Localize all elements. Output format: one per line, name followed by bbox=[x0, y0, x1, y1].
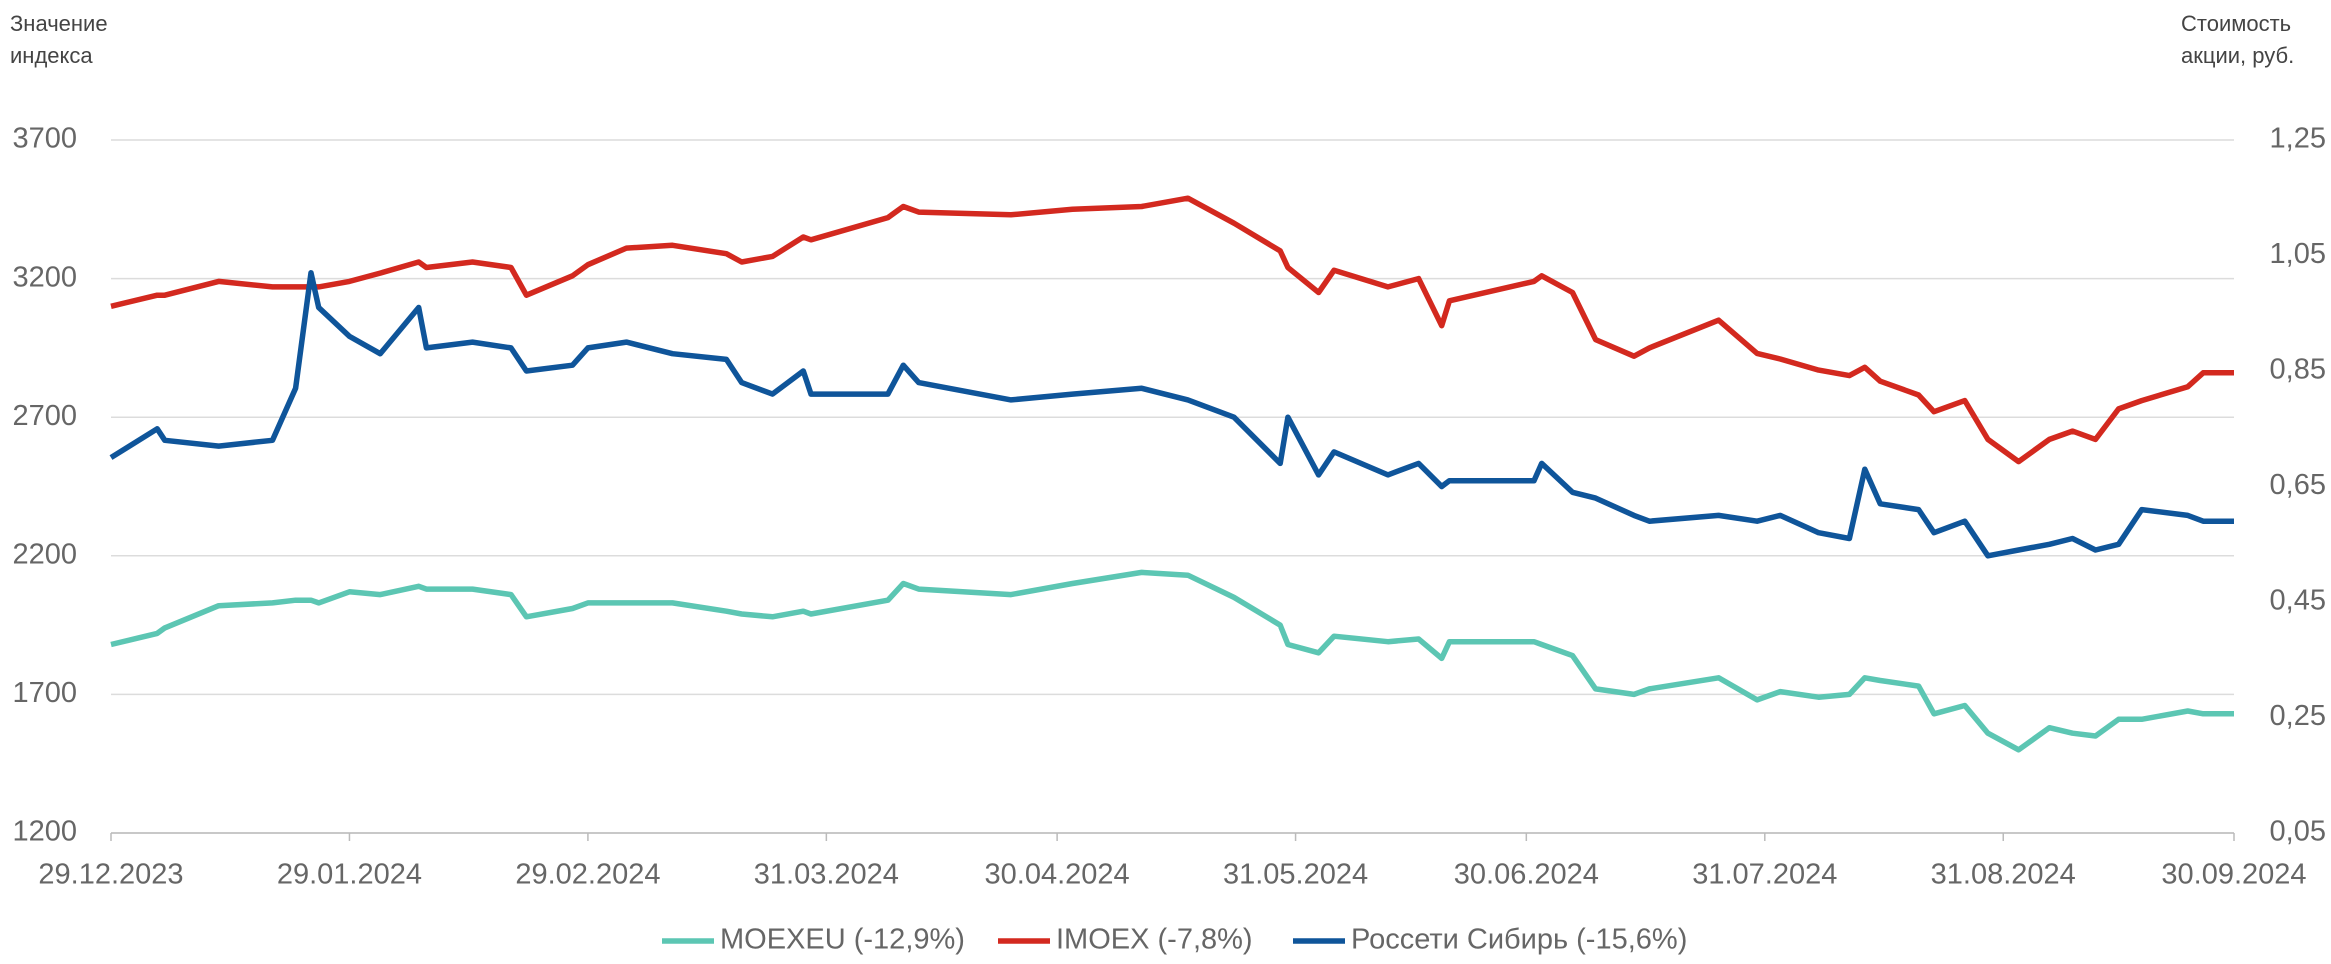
series-line bbox=[109, 270, 2234, 559]
y-tick-label: 3700 bbox=[12, 123, 77, 155]
y-tick-label: 3200 bbox=[12, 261, 77, 293]
legend-label: IMOEX (-7,8%) bbox=[1056, 924, 1253, 956]
x-tick-label: 29.01.2024 bbox=[277, 859, 422, 891]
series-line bbox=[110, 569, 2234, 753]
x-tick-label: 31.07.2024 bbox=[1692, 859, 1837, 891]
legend-label: MOEXEU (-12,9%) bbox=[720, 924, 965, 956]
x-tick-label: 30.04.2024 bbox=[985, 859, 1130, 891]
y-tick-label: 1700 bbox=[12, 677, 77, 709]
y-tick-label: 2700 bbox=[12, 400, 77, 432]
x-tick-label: 29.12.2023 bbox=[38, 859, 183, 891]
y2-tick-label: 0,65 bbox=[2270, 469, 2326, 501]
legend-label: Россети Сибирь (-15,6%) bbox=[1351, 924, 1687, 956]
x-tick-label: 31.08.2024 bbox=[1931, 859, 2076, 891]
y2-tick-label: 1,05 bbox=[2270, 238, 2326, 270]
x-tick-label: 30.09.2024 bbox=[2161, 859, 2306, 891]
x-tick-label: 31.05.2024 bbox=[1223, 859, 1368, 891]
y2-tick-label: 0,25 bbox=[2270, 700, 2326, 732]
x-tick-label: 31.03.2024 bbox=[754, 859, 899, 891]
y2-tick-label: 0,85 bbox=[2270, 354, 2326, 386]
y2-axis-title: Стоимость акции, руб. bbox=[2181, 11, 2295, 68]
y-tick-label: 2200 bbox=[12, 538, 77, 570]
y2-tick-label: 0,45 bbox=[2270, 585, 2326, 617]
x-tick-label: 30.06.2024 bbox=[1454, 859, 1599, 891]
y-axis-title: Значение индекса bbox=[10, 11, 108, 68]
series-line bbox=[110, 195, 2234, 465]
x-tick-label: 29.02.2024 bbox=[515, 859, 660, 891]
y2-tick-label: 1,25 bbox=[2270, 123, 2326, 155]
y-tick-label: 1200 bbox=[12, 816, 77, 848]
y2-tick-label: 0,05 bbox=[2270, 816, 2326, 848]
